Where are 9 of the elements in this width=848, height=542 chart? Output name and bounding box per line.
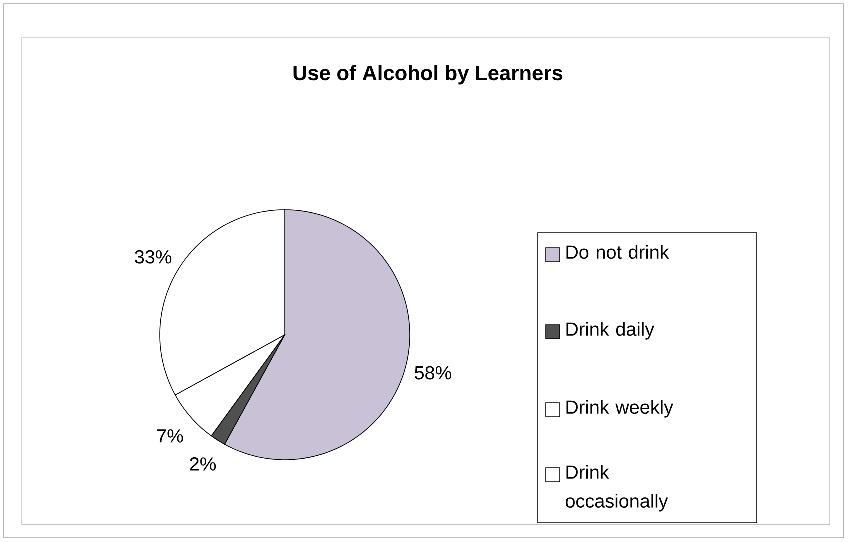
legend-label: Drink occasionally: [566, 465, 668, 512]
data-label: 58%: [415, 366, 452, 380]
legend-label: Drink weekly: [566, 400, 674, 418]
data-label: 33%: [135, 250, 172, 264]
data-label: 2%: [190, 458, 216, 471]
chart-title: Use of Alcohol by Learners: [294, 65, 563, 85]
legend-label: Drink daily: [566, 322, 655, 340]
legend-label: Do not drink: [566, 245, 670, 260]
data-label: 7%: [158, 430, 184, 443]
